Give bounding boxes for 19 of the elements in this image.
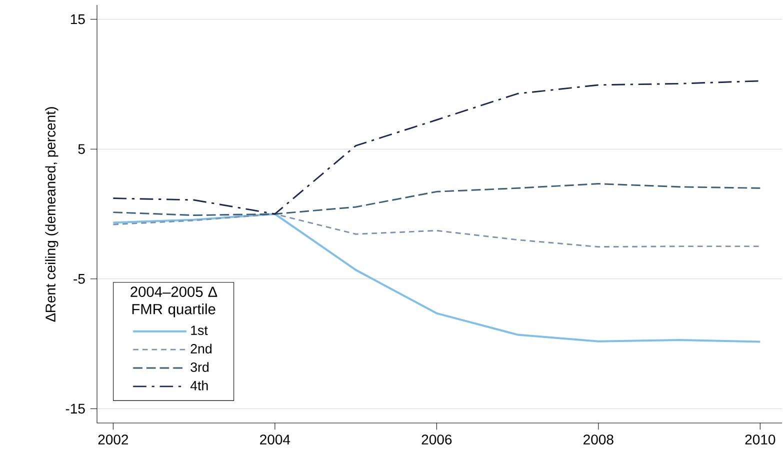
x-tick-label: 2002 xyxy=(98,434,128,445)
legend-label: 2nd xyxy=(190,344,212,354)
line-series xyxy=(112,212,762,343)
line-series xyxy=(112,183,761,216)
x-tick-label: 2006 xyxy=(422,434,452,445)
legend-label: 1st xyxy=(191,326,208,336)
y-tick-label: -5 xyxy=(74,274,85,284)
y-tick-label: 15 xyxy=(70,14,85,24)
y-tick-label: -15 xyxy=(66,404,85,414)
line-series xyxy=(112,80,761,215)
legend-label: 3rd xyxy=(190,362,209,372)
line-series xyxy=(112,213,761,248)
x-tick-label: 2008 xyxy=(584,434,614,445)
x-tick-label: 2010 xyxy=(745,434,776,445)
legend-title: 2004–2005 ∆ FMR quartile xyxy=(130,286,218,318)
y-axis-title: ∆Rent ceiling (demeaned, percent) xyxy=(45,107,58,322)
y-tick-label: 5 xyxy=(78,144,85,154)
x-tick-label: 2004 xyxy=(260,434,290,445)
legend-label: 4th xyxy=(190,380,208,390)
